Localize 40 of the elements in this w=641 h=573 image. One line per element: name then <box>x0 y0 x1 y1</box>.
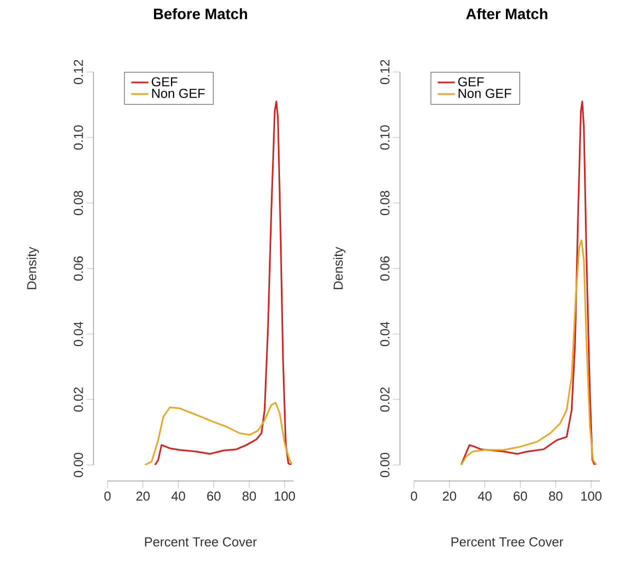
y-axis-title: Density <box>333 246 346 290</box>
x-tick-label: 80 <box>549 492 562 501</box>
x-tick-label: 0 <box>410 492 418 501</box>
y-tick-label: 0.08 <box>380 190 390 216</box>
legend-label: GEF <box>152 77 178 86</box>
y-tick-label: 0.04 <box>380 322 390 346</box>
chart-title: Before Match <box>154 8 248 20</box>
y-tick-label: 0.12 <box>74 60 83 84</box>
y-tick-label: 0.06 <box>74 256 83 281</box>
y-tick-label: 0.00 <box>74 452 83 478</box>
x-tick-label: 100 <box>581 492 602 501</box>
y-tick-label: 0.02 <box>380 388 390 412</box>
x-axis-title: Percent Tree Cover <box>452 537 564 546</box>
legend-label: Non GEF <box>458 88 512 98</box>
x-tick-label: 20 <box>136 492 150 501</box>
x-axis-title: Percent Tree Cover <box>145 537 257 546</box>
y-axis-title: Density <box>26 246 39 290</box>
y-tick-label: 0.04 <box>74 322 83 346</box>
legend-label: GEF <box>458 77 484 86</box>
x-tick-label: 20 <box>442 492 456 501</box>
x-tick-label: 80 <box>242 492 256 501</box>
y-tick-label: 0.08 <box>74 190 83 216</box>
line-series <box>460 240 598 465</box>
line-series <box>460 100 596 465</box>
x-tick-label: 40 <box>478 492 492 501</box>
y-tick-label: 0.06 <box>380 256 390 281</box>
y-tick-label: 0.10 <box>74 125 83 150</box>
chart-title: After Match <box>466 8 548 20</box>
line-series <box>154 100 292 465</box>
y-tick-label: 0.02 <box>74 388 83 412</box>
x-tick-label: 100 <box>274 492 295 501</box>
x-tick-label: 60 <box>514 492 528 501</box>
y-tick-label: 0.10 <box>380 125 390 150</box>
x-tick-label: 60 <box>207 492 221 501</box>
x-tick-label: 40 <box>171 492 186 501</box>
x-tick-label: 0 <box>104 492 111 501</box>
y-tick-label: 0.12 <box>380 60 390 84</box>
y-tick-label: 0.00 <box>380 452 390 478</box>
legend-label: Non GEF <box>152 88 205 98</box>
line-series <box>144 402 293 465</box>
